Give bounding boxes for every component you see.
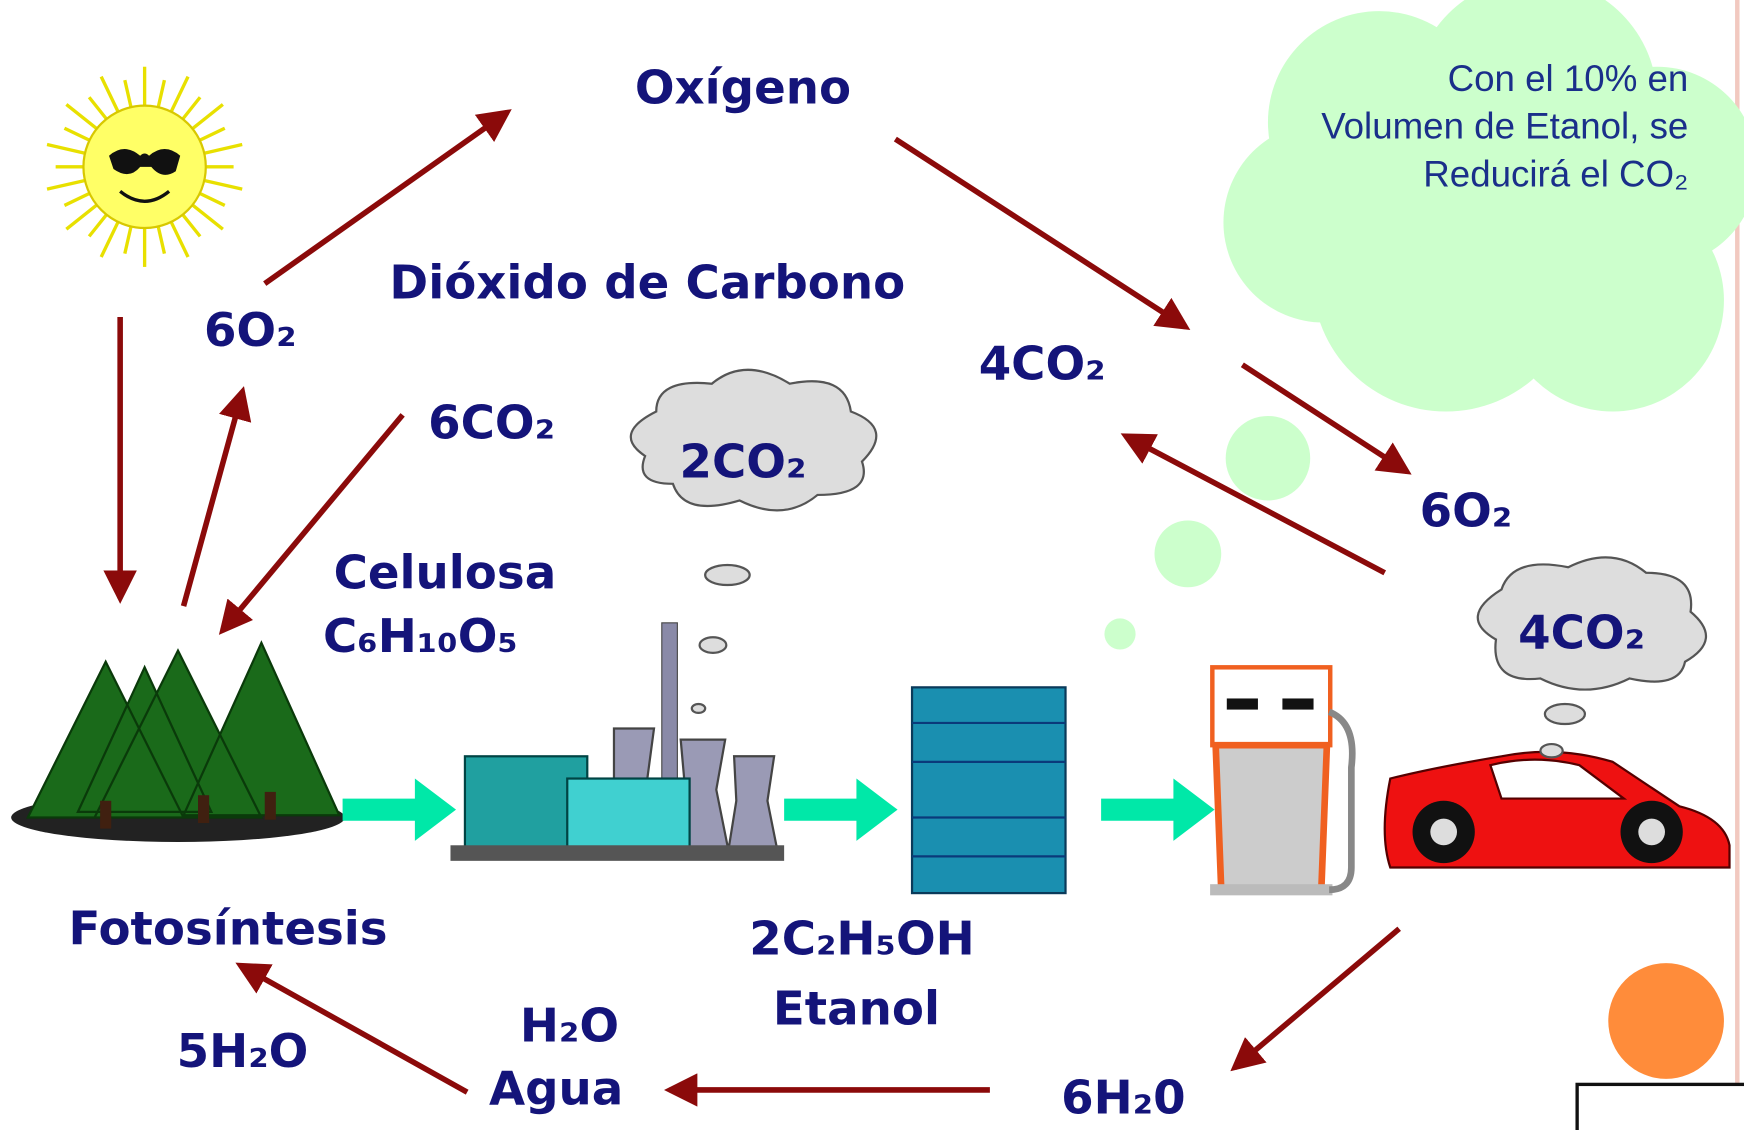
sun-ray bbox=[99, 221, 120, 258]
sun-ray bbox=[123, 79, 133, 108]
sun-ray bbox=[156, 79, 167, 108]
sun-ray bbox=[191, 203, 224, 231]
sun-ray bbox=[169, 75, 190, 113]
logo bbox=[1575, 1082, 1744, 1130]
sun-ray bbox=[169, 221, 190, 258]
label: 4CO₂ bbox=[979, 338, 1106, 392]
sun-ray bbox=[63, 191, 91, 207]
sun-ray bbox=[87, 96, 108, 121]
label: 6O₂ bbox=[204, 304, 297, 358]
cloud-text: Con el 10% en bbox=[1448, 58, 1689, 99]
sun-ray bbox=[203, 142, 243, 155]
green-cloud bbox=[1104, 0, 1744, 650]
label: 6CO₂ bbox=[428, 396, 555, 450]
label: H₂O bbox=[520, 999, 619, 1053]
factory bbox=[450, 563, 785, 861]
label: 5H₂O bbox=[177, 1025, 309, 1079]
sun-ray bbox=[65, 103, 98, 130]
label: 2C₂H₅OH bbox=[749, 913, 975, 967]
fuel-pump bbox=[1210, 665, 1356, 896]
label: C₆H₁₀O₅ bbox=[323, 610, 518, 664]
sun-ray bbox=[63, 126, 91, 142]
label: 4CO₂ bbox=[1518, 607, 1645, 661]
orange-dot bbox=[1608, 963, 1724, 1079]
sun-ray bbox=[203, 178, 243, 191]
label: Celulosa bbox=[334, 547, 557, 601]
sun-ray bbox=[199, 191, 226, 207]
sun-ray bbox=[199, 126, 226, 142]
cloud-text: Volumen de Etanol, se bbox=[1321, 106, 1688, 147]
sun-ray bbox=[99, 75, 120, 113]
sun-ray bbox=[156, 226, 167, 254]
label: Fotosíntesis bbox=[68, 903, 387, 957]
label: Etanol bbox=[773, 983, 940, 1037]
sun-ray bbox=[181, 96, 202, 121]
sun bbox=[46, 66, 243, 267]
car-cloud bbox=[1476, 556, 1708, 759]
sun-ray bbox=[46, 178, 86, 191]
trees bbox=[11, 640, 345, 842]
label: Oxígeno bbox=[635, 62, 851, 116]
label: 2CO₂ bbox=[680, 435, 807, 489]
sun-ray bbox=[123, 226, 133, 254]
green-arrows bbox=[342, 778, 1215, 841]
cloud-text: Reducirá el CO₂ bbox=[1423, 154, 1688, 195]
label: Dióxido de Carbono bbox=[389, 256, 905, 310]
arrows bbox=[103, 109, 1412, 1107]
sun-ray bbox=[46, 142, 86, 155]
sun-ray bbox=[191, 103, 224, 130]
label: Agua bbox=[489, 1063, 623, 1117]
label: 6H₂0 bbox=[1061, 1072, 1186, 1126]
smoke-cloud bbox=[629, 368, 878, 512]
sun-ray bbox=[181, 213, 202, 238]
barrel bbox=[910, 686, 1067, 895]
label: 6O₂ bbox=[1420, 484, 1513, 538]
sun-ray bbox=[87, 213, 108, 238]
sun-ray bbox=[65, 203, 98, 231]
car bbox=[1383, 750, 1731, 869]
